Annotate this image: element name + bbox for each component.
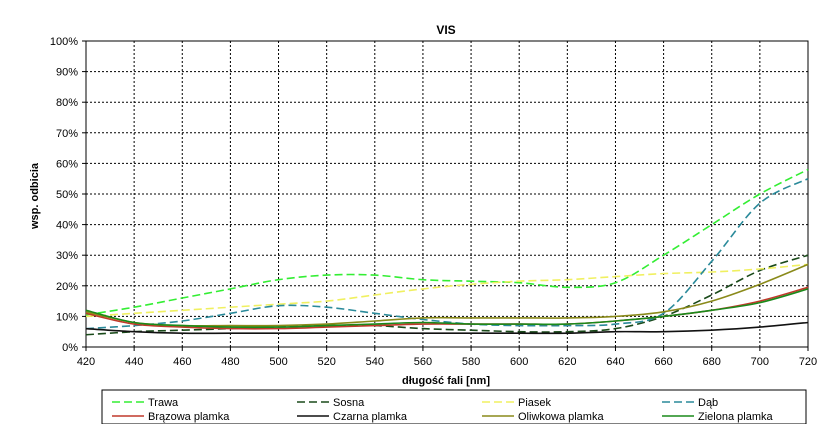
x-tick-label: 700 [751, 356, 769, 368]
x-axis-label: długość fali [nm] [402, 375, 490, 387]
y-tick-label: 100% [50, 36, 78, 48]
x-tick-label: 540 [366, 356, 384, 368]
x-tick-label: 660 [654, 356, 672, 368]
series-line-piasek [85, 263, 809, 318]
x-tick-label: 480 [221, 356, 239, 368]
legend-box [101, 389, 807, 424]
y-tick-label: 30% [56, 250, 78, 262]
legend-label-trawa: Trawa [148, 397, 179, 409]
y-tick-label: 70% [56, 128, 78, 140]
x-tick-label: 620 [558, 356, 576, 368]
y-tick-label: 20% [56, 281, 78, 293]
legend: Trawa Sosna Piasek Dąb Brązowa plamka Czarna … [101, 389, 807, 424]
legend-label-zielona-plamka: Zielona plamka [698, 411, 773, 423]
tick-labels: 420 440 460 480 500 520 540 560 580 600 620 640 660 6… [50, 36, 817, 368]
legend-label-oliwkowa-plamka: Oliwkowa plamka [518, 411, 604, 423]
y-tick-label: 80% [56, 97, 78, 109]
legend-label-brazowa-plamka: Brązowa plamka [148, 411, 230, 423]
x-tick-label: 600 [510, 356, 528, 368]
x-tick-label: 560 [414, 356, 432, 368]
y-tick-label: 0% [62, 342, 78, 354]
legend-label-sosna: Sosna [333, 397, 365, 409]
y-tick-label: 10% [56, 311, 78, 323]
series-line-trawa [85, 168, 809, 316]
legend-label-piasek: Piasek [518, 397, 552, 409]
x-tick-label: 580 [462, 356, 480, 368]
x-tick-label: 460 [173, 356, 191, 368]
x-tick-label: 720 [799, 356, 817, 368]
x-tick-label: 440 [125, 356, 143, 368]
series-line-czarna-plamka [85, 321, 809, 335]
y-tick-label: 60% [56, 158, 78, 170]
x-tick-label: 680 [703, 356, 721, 368]
x-tick-label: 500 [269, 356, 287, 368]
x-tick-label: 420 [77, 356, 95, 368]
y-tick-label: 90% [56, 67, 78, 79]
x-tick-label: 520 [317, 356, 335, 368]
y-tick-label: 40% [56, 220, 78, 232]
legend-label-dab: Dąb [698, 397, 718, 409]
legend-label-czarna-plamka: Czarna plamka [333, 411, 408, 423]
series-line-zielona-plamka [85, 288, 809, 329]
y-axis-label: wsp. odbicia [29, 162, 41, 230]
series-lines [85, 168, 809, 336]
y-tick-label: 50% [56, 189, 78, 201]
chart-title: VIS [436, 23, 455, 37]
series-line-dab [85, 177, 809, 330]
x-tick-label: 640 [606, 356, 624, 368]
